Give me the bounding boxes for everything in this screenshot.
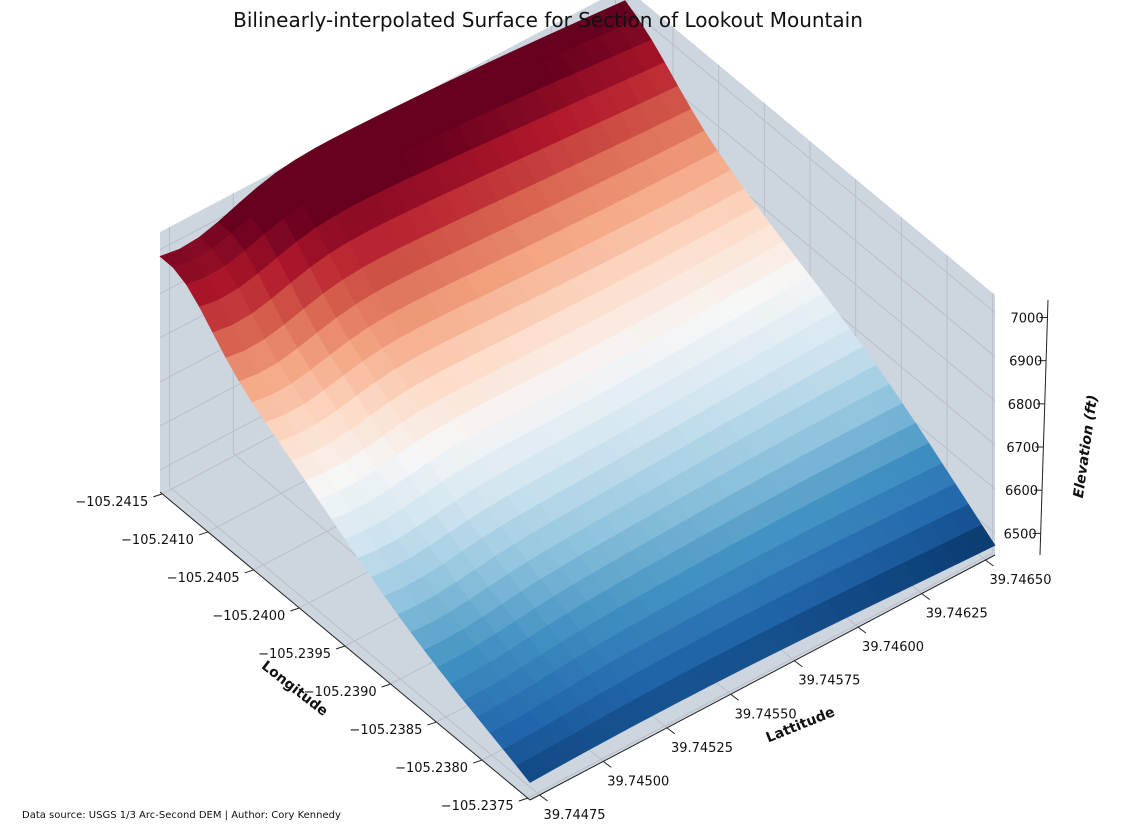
y-tick-label: 39.74500 xyxy=(607,774,669,789)
y-tick-label: 39.74475 xyxy=(544,808,606,823)
x-tick-mark xyxy=(335,645,346,650)
elevation-surface xyxy=(159,0,996,783)
x-tick-label: −105.2390 xyxy=(304,685,377,700)
x-tick-mark xyxy=(153,493,163,498)
floor-gridline xyxy=(169,486,540,796)
x-tick-mark xyxy=(381,683,391,688)
x-tick-mark xyxy=(427,721,437,726)
x-tick-mark xyxy=(198,531,209,536)
lattitude-ticks: 39.74475 39.74500 39.74525 39.74550 39.74575… xyxy=(539,559,1051,823)
y-tick-mark xyxy=(602,761,612,768)
x-tick-mark xyxy=(244,569,254,574)
chart-title: Bilinearly-interpolated Surface for Sect… xyxy=(233,8,863,32)
y-tick-mark xyxy=(794,660,803,668)
x-tick-label: −105.2380 xyxy=(395,761,468,776)
y-tick-label: 39.74625 xyxy=(926,607,988,622)
y-tick-mark xyxy=(730,693,739,701)
back-gridline xyxy=(624,4,996,314)
longitude-ticks: −105.2415 −105.2410 −105.2405 −105.2400 −105… xyxy=(75,493,528,814)
z-tick-label: 6700 xyxy=(1006,441,1039,456)
y-tick-mark xyxy=(539,794,548,802)
z-tick-label: 6500 xyxy=(1004,527,1037,542)
y-tick-mark xyxy=(857,626,867,634)
z-tick-label: 6900 xyxy=(1009,355,1042,370)
x-tick-label: −105.2405 xyxy=(167,571,240,586)
x-tick-mark xyxy=(518,797,528,802)
x-tick-label: −105.2395 xyxy=(258,647,331,662)
y-tick-label: 39.74525 xyxy=(671,741,733,756)
x-tick-label: −105.2400 xyxy=(212,609,285,624)
y-tick-label: 39.74575 xyxy=(798,674,860,689)
x-tick-label: −105.2385 xyxy=(349,723,422,738)
y-axis-line xyxy=(529,554,996,801)
x-tick-label: −105.2375 xyxy=(441,799,514,814)
z-tick-label: 6800 xyxy=(1008,398,1041,413)
z-axis-label: Elevation (ft) xyxy=(1071,394,1101,499)
y-tick-mark xyxy=(921,593,931,600)
y-tick-mark xyxy=(666,727,676,735)
y-tick-label: 39.74600 xyxy=(862,640,924,655)
y-tick-label: 39.74650 xyxy=(989,573,1051,588)
x-tick-label: −105.2415 xyxy=(75,495,148,510)
x-tick-label: −105.2410 xyxy=(121,533,194,548)
surface-facet xyxy=(516,754,550,783)
z-axis-line xyxy=(1039,299,1049,556)
y-tick-mark xyxy=(985,559,994,567)
x-tick-mark xyxy=(472,759,483,764)
elevation-ticks: 6500 6600 6700 6800 6900 7000 xyxy=(1004,311,1048,542)
y-tick-label: 39.74550 xyxy=(735,707,797,722)
z-tick-label: 6600 xyxy=(1005,484,1038,499)
x-tick-mark xyxy=(290,607,300,612)
floor-gridline xyxy=(527,552,993,799)
back-gridline xyxy=(624,48,996,358)
z-tick-label: 7000 xyxy=(1011,311,1044,326)
data-source-footnote: Data source: USGS 1/3 Arc-Second DEM | A… xyxy=(22,810,341,821)
